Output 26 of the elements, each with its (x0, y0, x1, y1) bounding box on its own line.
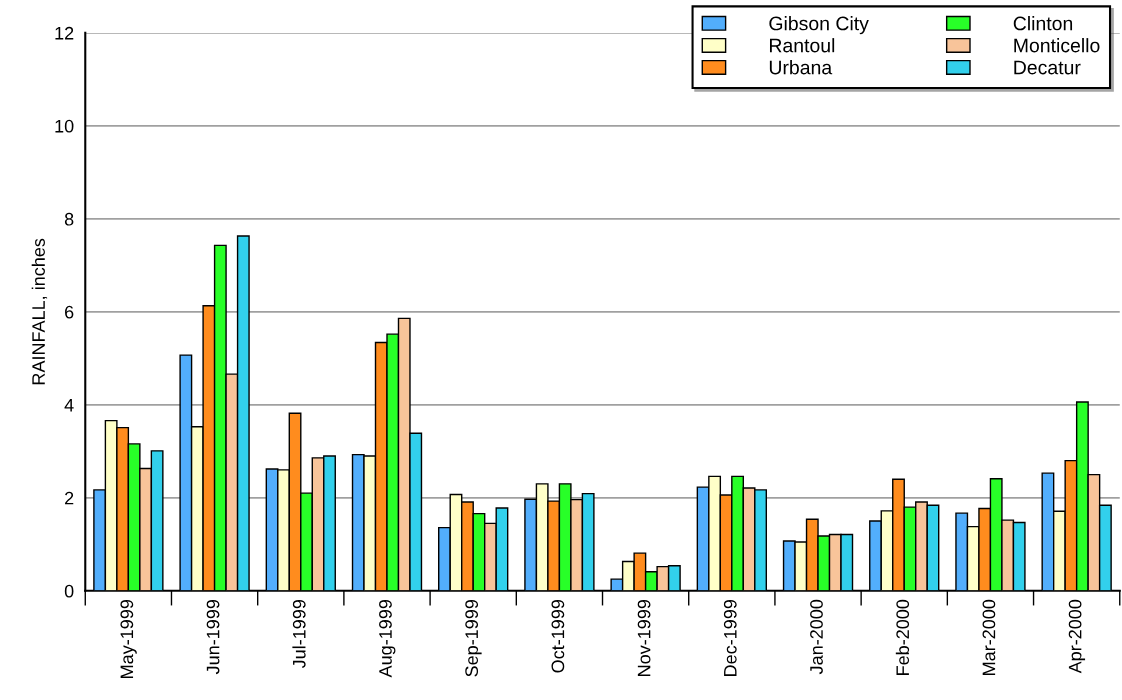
legend-label: Clinton (1013, 16, 1073, 31)
y-tick-label: 4 (64, 398, 74, 412)
x-tick-label: Dec-1999 (723, 599, 737, 676)
y-tick-label: 10 (55, 119, 74, 133)
y-tick-label: 0 (64, 584, 74, 598)
x-tick-label: Apr-2000 (1068, 599, 1086, 674)
legend-label: Monticello (1014, 38, 1100, 53)
x-tick-label: Oct-1999 (551, 599, 565, 673)
legend-label: Rantoul (769, 38, 835, 53)
y-axis-title: RAINFALL, inches (31, 238, 48, 385)
x-tick-label: Jun-1999 (206, 599, 220, 675)
legend-label: Urbana (769, 60, 833, 75)
x-tick-label: Mar-2000 (982, 599, 996, 675)
y-tick-label: 2 (65, 491, 74, 505)
x-tick-label: Jul-1999 (292, 599, 306, 669)
x-tick-label: Aug-1999 (379, 599, 396, 678)
x-tick-label: May-1999 (120, 599, 137, 678)
x-tick-label: Feb-2000 (895, 599, 910, 675)
legend-label: Gibson City (769, 16, 869, 35)
y-tick-label: 8 (64, 212, 74, 226)
legend-label: Decatur (1014, 60, 1081, 75)
y-tick-label: 6 (65, 305, 74, 319)
x-tick-label: Sep-1999 (465, 599, 482, 677)
y-tick-label: 12 (55, 26, 74, 40)
x-tick-label: Nov-1999 (637, 599, 651, 676)
x-tick-label: Jan-2000 (810, 599, 823, 675)
